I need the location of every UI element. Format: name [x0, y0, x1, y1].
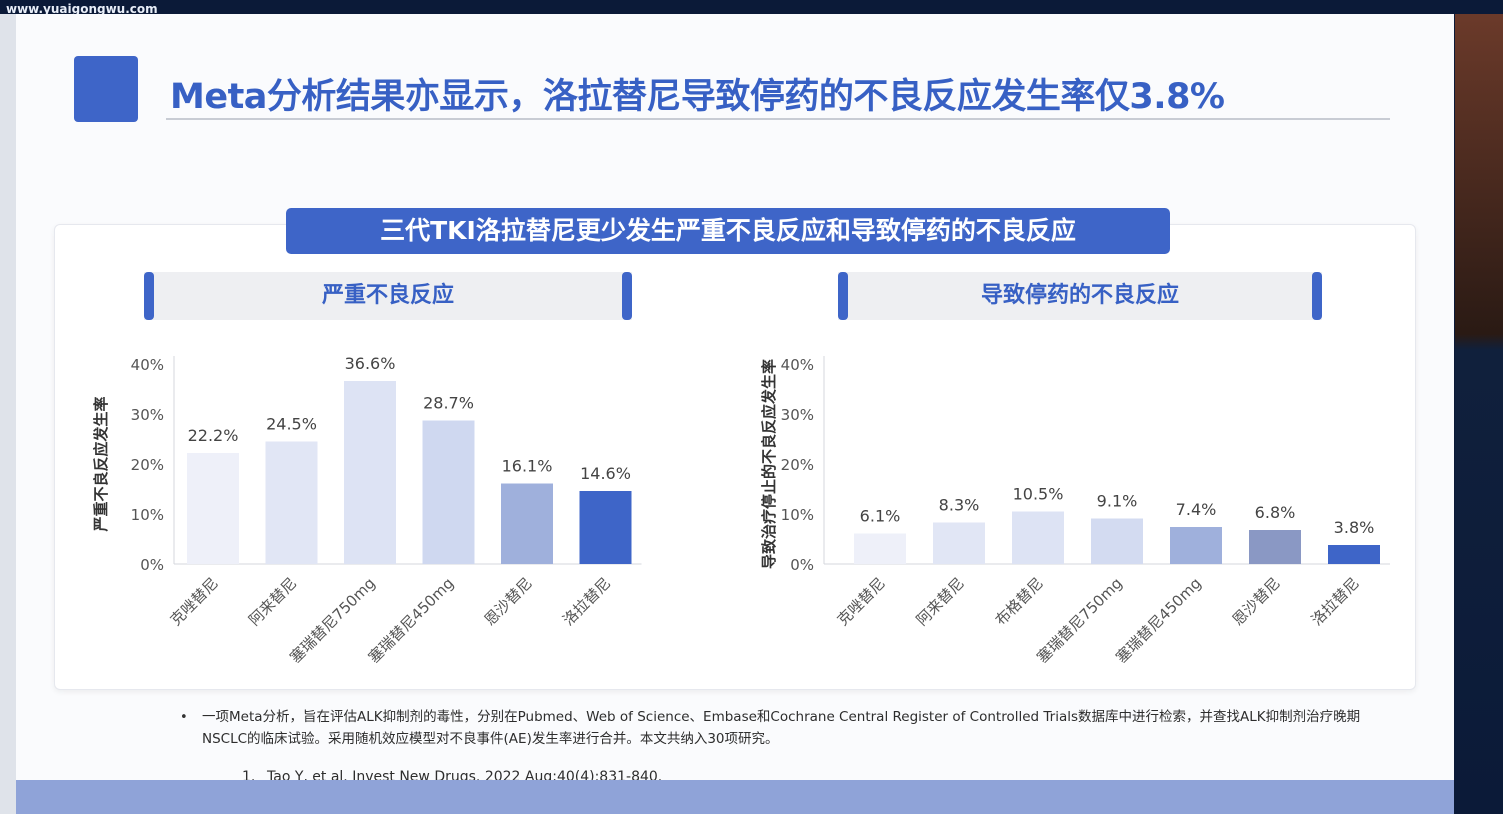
title-accent-block	[74, 56, 138, 122]
chart-1-y-tick-label: 20%	[131, 456, 164, 474]
bottom-band	[16, 780, 1454, 814]
chart-2-x-tick-label: 塞瑞替尼450mg	[1112, 574, 1204, 666]
chart-1-data-label: 16.1%	[502, 457, 553, 476]
title-underline	[166, 118, 1390, 120]
chart-1: 严重不良反应发生率 0% 10% 20% 30% 40% 22.2% 克唑替尼 24.5% 阿来替…	[82, 332, 702, 682]
watermark: www.yuaigongwu.com	[6, 2, 158, 16]
chart-2-bar	[1249, 530, 1301, 564]
chart-1-x-tick-label: 克唑替尼	[167, 574, 222, 629]
footnote-bullet: •	[180, 710, 188, 725]
chart-2-y-tick-label: 40%	[781, 356, 814, 374]
chart-1-x-tick-label: 塞瑞替尼450mg	[365, 574, 457, 666]
chart-2-data-label: 6.8%	[1255, 503, 1296, 522]
chart-2-x-tick-label: 洛拉替尼	[1308, 574, 1363, 629]
chart-2-bar	[854, 533, 906, 564]
chart-1-header: 严重不良反应	[144, 272, 632, 320]
chart-1-data-label: 28.7%	[423, 394, 474, 413]
chart-2: 导致治疗停止的不良反应发生率 0% 10% 20% 30% 40% 6.1% 克唑替尼 8.3%…	[732, 332, 1392, 682]
chart-2-x-tick-label: 塞瑞替尼750mg	[1033, 574, 1125, 666]
right-background-strip	[1455, 14, 1503, 814]
chart-1-data-label: 14.6%	[580, 464, 631, 483]
chart-1-bar	[501, 483, 553, 564]
slide: Meta分析结果亦显示，洛拉替尼导致停药的不良反应发生率仅3.8% 三代TKI洛…	[16, 14, 1454, 814]
chart-1-data-label: 24.5%	[266, 415, 317, 434]
chart-2-x-tick-label: 恩沙替尼	[1229, 574, 1284, 629]
chart-1-y-tick-label: 10%	[131, 506, 164, 524]
chart-2-bar	[933, 522, 985, 564]
left-window-edge	[0, 14, 16, 814]
chart-1-bar	[265, 441, 318, 564]
chart-1-bar	[422, 420, 475, 564]
chart-2-bar	[1012, 511, 1064, 564]
chart-2-data-label: 8.3%	[939, 496, 980, 515]
chart-1-bar	[579, 491, 632, 564]
chart-2-x-tick-label: 布格替尼	[992, 574, 1047, 629]
chart-2-svg: 导致治疗停止的不良反应发生率 0% 10% 20% 30% 40% 6.1% 克唑替尼 8.3%…	[760, 356, 1390, 667]
chart-1-svg: 严重不良反应发生率 0% 10% 20% 30% 40% 22.2% 克唑替尼 24.5% 阿来替…	[92, 354, 642, 667]
chart-2-data-label: 9.1%	[1097, 492, 1138, 511]
chart-2-data-label: 3.8%	[1334, 518, 1375, 537]
chart-2-x-tick-label: 克唑替尼	[834, 574, 889, 629]
chart-1-y-tick-label: 0%	[140, 556, 164, 574]
chart-2-y-axis-label: 导致治疗停止的不良反应发生率	[760, 359, 778, 569]
chart-1-data-label: 36.6%	[345, 354, 396, 373]
chart-2-data-label: 10.5%	[1013, 485, 1064, 504]
chart-1-bar	[344, 381, 396, 564]
chart-1-y-axis-label: 严重不良反应发生率	[92, 396, 110, 532]
chart-2-y-tick-label: 30%	[781, 406, 814, 424]
slide-title: Meta分析结果亦显示，洛拉替尼导致停药的不良反应发生率仅3.8%	[170, 77, 1225, 117]
chart-1-x-tick-label: 恩沙替尼	[481, 574, 536, 629]
chart-2-header: 导致停药的不良反应	[838, 272, 1322, 320]
chart-2-y-tick-label: 10%	[781, 506, 814, 524]
chart-2-bar	[1091, 518, 1143, 564]
chart-2-bar	[1328, 545, 1380, 564]
chart-2-y-tick-label: 0%	[790, 556, 814, 574]
chart-2-data-label: 6.1%	[860, 507, 901, 526]
chart-1-y-tick-label: 40%	[131, 356, 164, 374]
chart-1-x-tick-label: 洛拉替尼	[559, 574, 614, 629]
chart-1-bar	[187, 453, 239, 564]
chart-2-x-tick-label: 阿来替尼	[913, 574, 968, 629]
chart-1-x-tick-label: 阿来替尼	[245, 574, 300, 629]
chart-2-y-tick-label: 20%	[781, 456, 814, 474]
chart-1-y-tick-label: 30%	[131, 406, 164, 424]
chart-2-data-label: 7.4%	[1176, 500, 1217, 519]
chart-1-data-label: 22.2%	[188, 426, 239, 445]
chart-2-bar	[1170, 527, 1222, 564]
footnote-text: 一项Meta分析，旨在评估ALK抑制剂的毒性，分别在Pubmed、Web of …	[202, 709, 1361, 747]
panel-banner: 三代TKI洛拉替尼更少发生严重不良反应和导致停药的不良反应	[286, 208, 1170, 254]
